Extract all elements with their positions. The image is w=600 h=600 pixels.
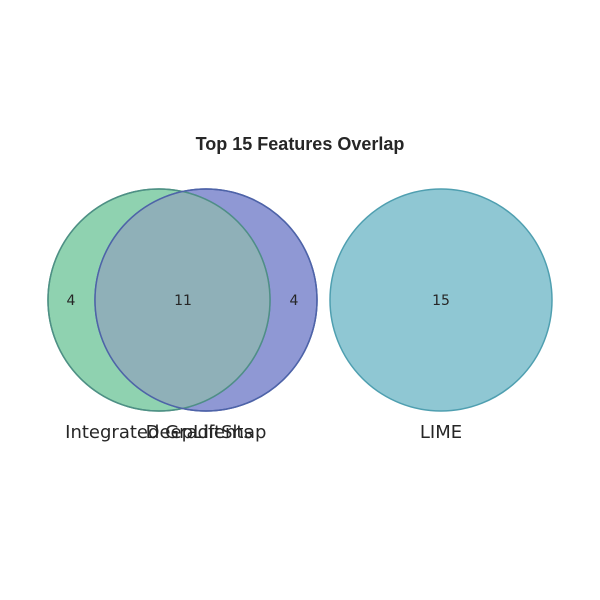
integrated-gradients-only-count: 4 [67, 293, 76, 309]
deeplift-shap-only-count: 4 [290, 293, 299, 309]
lime-only-count: 15 [432, 293, 450, 309]
integrated-gradients-outline [47, 188, 271, 412]
deeplift-shap-outline [94, 188, 318, 412]
integrated-gradients-label: Integrated Gradients [65, 422, 253, 443]
overlap-count: 11 [174, 293, 192, 309]
chart-title: Top 15 Features Overlap [196, 134, 405, 154]
lime-label: LIME [420, 422, 462, 443]
lime-circle [329, 188, 553, 412]
deeplift-shap-label: DeepLiftShap [146, 422, 267, 443]
